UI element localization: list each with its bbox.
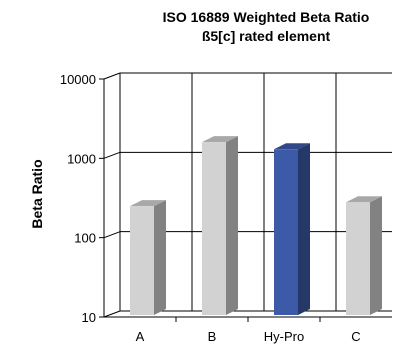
chart-title-line-2: ß5[c] rated element <box>202 28 331 44</box>
chart-title-line-1: ISO 16889 Weighted Beta Ratio <box>163 9 370 25</box>
bar-side <box>298 143 310 315</box>
axes <box>99 78 392 322</box>
bar-c <box>346 196 382 315</box>
y-tick-label-2: 1000 <box>67 151 96 166</box>
bar-front <box>274 149 298 315</box>
tick-labels: 10 100 1000 10000 A B Hy-Pro C <box>60 72 361 344</box>
bar-top <box>130 200 166 207</box>
y-tick-label-1: 100 <box>74 231 96 246</box>
bar-side <box>370 196 382 315</box>
x-tick-label-3: C <box>351 329 360 344</box>
x-tick-label-0: A <box>136 329 145 344</box>
bar-top <box>274 143 310 150</box>
y-tick-label-0: 10 <box>82 310 96 325</box>
bar-a <box>130 200 166 315</box>
bar-side <box>154 200 166 315</box>
gridline-side-2 <box>103 151 121 159</box>
bar-top <box>202 136 238 143</box>
bar-front <box>202 142 226 315</box>
gridline-side-3 <box>103 72 121 80</box>
bar-front <box>130 206 154 315</box>
bars <box>130 136 382 315</box>
bar-side <box>226 136 238 315</box>
bar-front <box>346 202 370 315</box>
bar-top <box>346 196 382 203</box>
gridline-side-0 <box>103 310 121 318</box>
bar-b <box>202 136 238 315</box>
x-tick-label-1: B <box>208 329 217 344</box>
x-tick-label-2: Hy-Pro <box>264 329 304 344</box>
y-tick-label-3: 10000 <box>60 72 96 87</box>
y-axis-title: Beta Ratio <box>29 159 45 228</box>
bar-hy-pro <box>274 143 310 315</box>
gridline-side-1 <box>103 231 121 239</box>
